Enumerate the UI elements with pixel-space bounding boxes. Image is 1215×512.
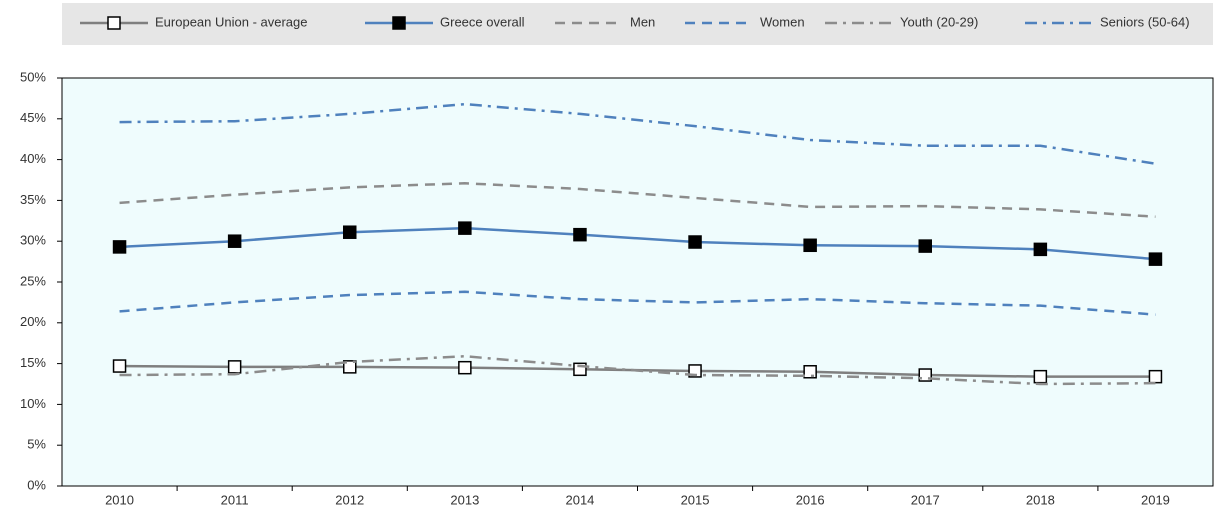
- y-tick-label: 45%: [20, 110, 46, 125]
- data-point: [1033, 242, 1048, 257]
- legend-label: Men: [630, 14, 655, 29]
- data-point: [1148, 252, 1163, 266]
- y-tick-label: 15%: [20, 355, 46, 370]
- data-point: [688, 235, 702, 249]
- x-tick-label: 2012: [335, 492, 364, 507]
- legend-label: Seniors (50-64): [1100, 14, 1190, 29]
- y-tick-label: 50%: [20, 69, 46, 84]
- x-tick-label: 2015: [681, 492, 710, 507]
- data-point: [112, 359, 127, 373]
- y-tick-label: 35%: [20, 192, 46, 207]
- series-line: [119, 290, 1156, 316]
- y-tick-label: 5%: [27, 437, 46, 452]
- legend-label: Greece overall: [440, 14, 525, 29]
- legend-marker: [392, 16, 406, 30]
- x-tick-label: 2016: [796, 492, 825, 507]
- plot-area: [61, 77, 1214, 487]
- data-point: [458, 360, 472, 375]
- x-tick-label: 2014: [565, 492, 594, 507]
- data-point: [227, 234, 242, 248]
- data-point: [1033, 369, 1048, 384]
- data-point: [227, 360, 242, 374]
- data-point: [458, 221, 472, 235]
- series-line: [119, 102, 1156, 165]
- x-tick-label: 2019: [1141, 492, 1170, 507]
- data-point: [803, 365, 817, 379]
- x-tick-label: 2017: [911, 492, 940, 507]
- y-tick-label: 25%: [20, 273, 46, 288]
- x-tick-label: 2013: [450, 492, 479, 507]
- series-line: [119, 355, 1156, 386]
- legend-label: Women: [760, 14, 805, 29]
- x-tick-label: 2018: [1026, 492, 1055, 507]
- data-point: [803, 238, 817, 253]
- series-line: [119, 182, 1156, 218]
- data-point: [343, 360, 357, 374]
- y-tick-label: 0%: [27, 477, 46, 492]
- y-tick-label: 10%: [20, 396, 46, 411]
- data-point: [918, 239, 932, 253]
- data-point: [343, 225, 357, 239]
- legend-marker: [107, 16, 121, 30]
- y-tick-label: 20%: [20, 314, 46, 329]
- data-point: [1148, 369, 1163, 384]
- series-line: [119, 226, 1156, 261]
- x-tick-label: 2011: [221, 492, 249, 507]
- legend-label: European Union - average: [155, 14, 308, 29]
- data-point: [112, 240, 127, 254]
- legend-background: [62, 3, 1213, 45]
- data-point: [573, 227, 587, 242]
- x-tick-label: 2010: [105, 492, 134, 507]
- legend-label: Youth (20-29): [900, 14, 978, 29]
- y-tick-label: 30%: [20, 233, 46, 248]
- y-tick-label: 40%: [20, 151, 46, 166]
